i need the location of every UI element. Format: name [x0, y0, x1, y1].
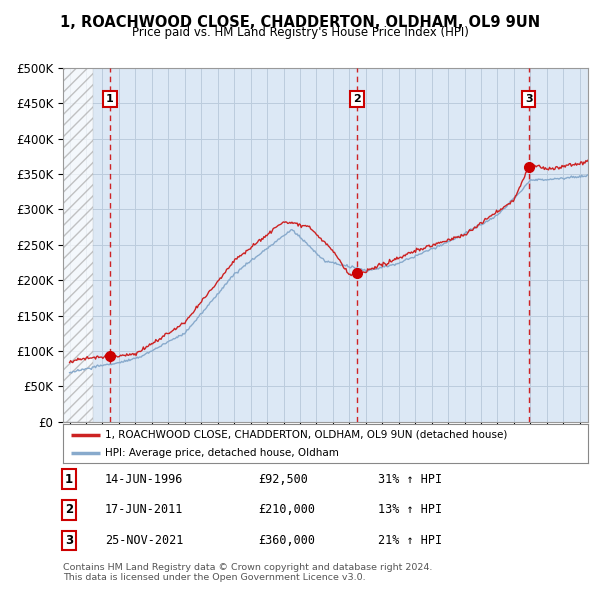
- Text: 25-NOV-2021: 25-NOV-2021: [105, 534, 184, 547]
- Text: 17-JUN-2011: 17-JUN-2011: [105, 503, 184, 516]
- Text: 14-JUN-1996: 14-JUN-1996: [105, 473, 184, 486]
- Text: 1: 1: [106, 94, 114, 104]
- Text: 2: 2: [353, 94, 361, 104]
- Text: 1, ROACHWOOD CLOSE, CHADDERTON, OLDHAM, OL9 9UN: 1, ROACHWOOD CLOSE, CHADDERTON, OLDHAM, …: [60, 15, 540, 30]
- Text: 3: 3: [65, 534, 73, 547]
- Text: 2: 2: [65, 503, 73, 516]
- Text: HPI: Average price, detached house, Oldham: HPI: Average price, detached house, Oldh…: [105, 448, 339, 458]
- Text: £210,000: £210,000: [258, 503, 315, 516]
- Text: 3: 3: [525, 94, 533, 104]
- Text: £360,000: £360,000: [258, 534, 315, 547]
- Text: 1: 1: [65, 473, 73, 486]
- Text: Contains HM Land Registry data © Crown copyright and database right 2024.
This d: Contains HM Land Registry data © Crown c…: [63, 563, 433, 582]
- Text: 1, ROACHWOOD CLOSE, CHADDERTON, OLDHAM, OL9 9UN (detached house): 1, ROACHWOOD CLOSE, CHADDERTON, OLDHAM, …: [105, 430, 508, 440]
- Text: Price paid vs. HM Land Registry's House Price Index (HPI): Price paid vs. HM Land Registry's House …: [131, 26, 469, 39]
- Text: £92,500: £92,500: [258, 473, 308, 486]
- Text: 31% ↑ HPI: 31% ↑ HPI: [378, 473, 442, 486]
- Text: 21% ↑ HPI: 21% ↑ HPI: [378, 534, 442, 547]
- Text: 13% ↑ HPI: 13% ↑ HPI: [378, 503, 442, 516]
